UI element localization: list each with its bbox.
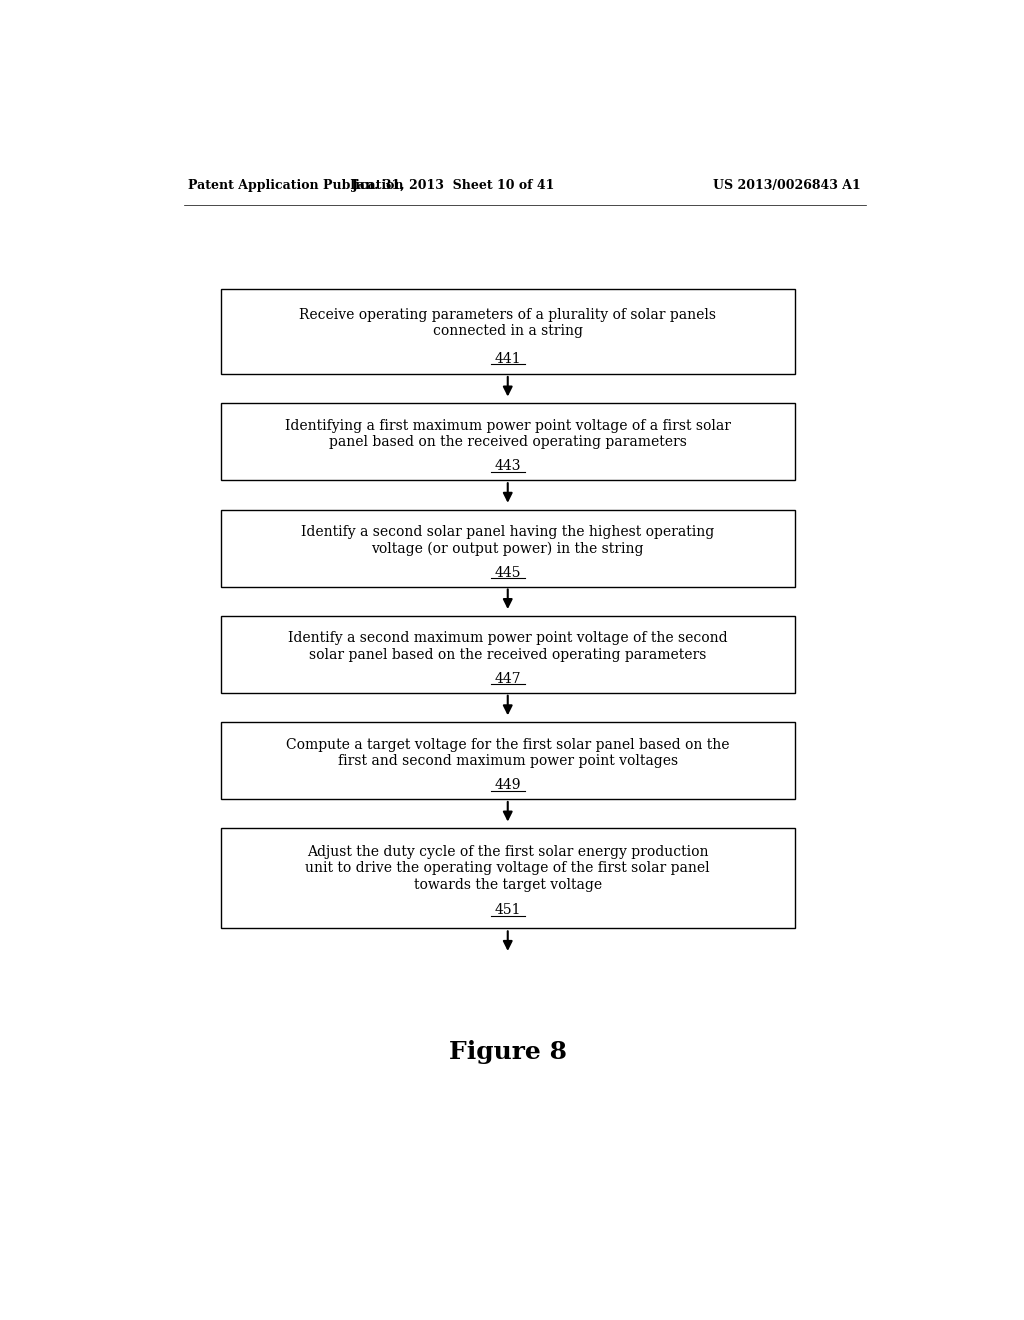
Text: 447: 447 bbox=[495, 672, 521, 686]
Text: 441: 441 bbox=[495, 351, 521, 366]
Text: Receive operating parameters of a plurality of solar panels
connected in a strin: Receive operating parameters of a plural… bbox=[299, 308, 716, 338]
Bar bbox=[221, 829, 795, 928]
Text: 443: 443 bbox=[495, 459, 521, 474]
Text: Jan. 31, 2013  Sheet 10 of 41: Jan. 31, 2013 Sheet 10 of 41 bbox=[352, 178, 555, 191]
Bar bbox=[221, 616, 795, 693]
Text: 445: 445 bbox=[495, 566, 521, 579]
Text: Compute a target voltage for the first solar panel based on the
first and second: Compute a target voltage for the first s… bbox=[286, 738, 729, 768]
Text: Adjust the duty cycle of the first solar energy production
unit to drive the ope: Adjust the duty cycle of the first solar… bbox=[305, 845, 710, 891]
Text: Identifying a first maximum power point voltage of a first solar
panel based on : Identifying a first maximum power point … bbox=[285, 418, 731, 449]
Text: Identify a second maximum power point voltage of the second
solar panel based on: Identify a second maximum power point vo… bbox=[288, 631, 728, 661]
Bar bbox=[221, 722, 795, 799]
Text: Figure 8: Figure 8 bbox=[449, 1040, 566, 1064]
Text: Identify a second solar panel having the highest operating
voltage (or output po: Identify a second solar panel having the… bbox=[301, 525, 715, 556]
Text: 449: 449 bbox=[495, 779, 521, 792]
Bar bbox=[221, 404, 795, 480]
Text: Patent Application Publication: Patent Application Publication bbox=[188, 178, 403, 191]
Bar bbox=[221, 289, 795, 374]
Text: US 2013/0026843 A1: US 2013/0026843 A1 bbox=[713, 178, 860, 191]
Bar bbox=[221, 510, 795, 586]
Text: 451: 451 bbox=[495, 903, 521, 917]
